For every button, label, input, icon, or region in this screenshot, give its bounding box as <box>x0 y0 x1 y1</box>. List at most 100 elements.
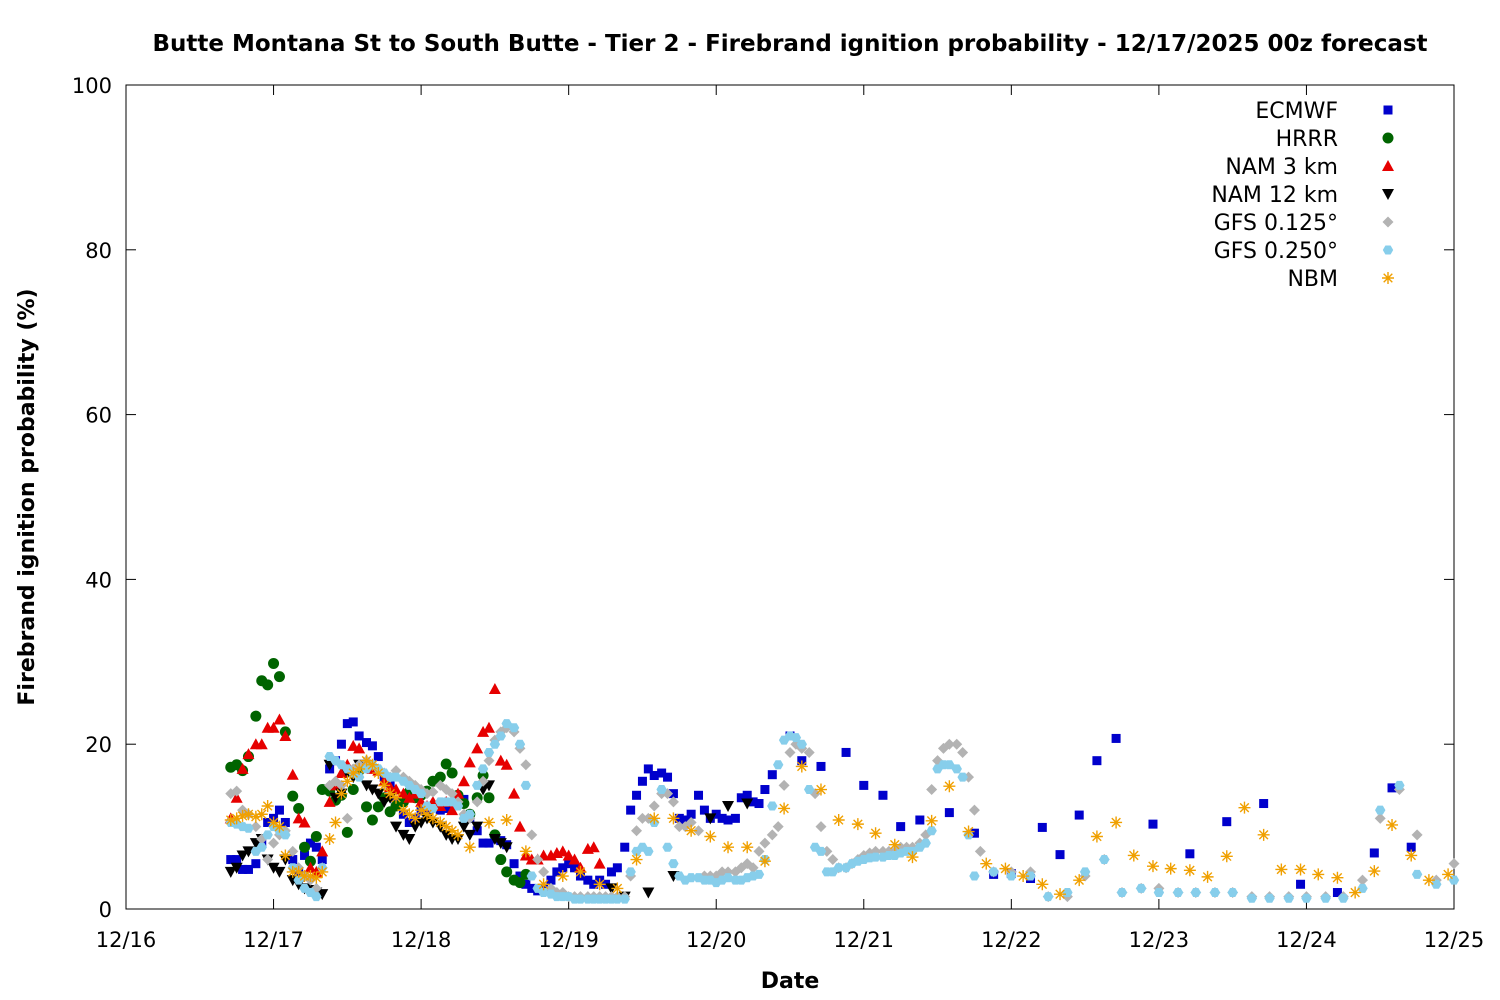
point-ecmwf <box>348 717 358 727</box>
point-nam-12-km <box>494 838 507 850</box>
point-nbm <box>685 824 698 837</box>
point-nbm <box>329 816 342 829</box>
point-nam-12-km <box>722 801 735 812</box>
point-nam-12-km <box>488 833 501 845</box>
point-nam-3-km <box>568 853 581 865</box>
point-ecmwf <box>878 790 888 800</box>
point-nam-12-km <box>242 846 255 858</box>
point-nbm <box>316 865 329 878</box>
point-gfs-0-250 <box>243 823 254 833</box>
legend-label-nam-12-km: NAM 12 km <box>1211 183 1338 208</box>
point-gfs-0-250 <box>619 894 630 904</box>
point-gfs-0-250 <box>1153 888 1165 898</box>
point-ecmwf <box>1387 783 1397 793</box>
point-nbm <box>310 871 323 884</box>
point-nam-3-km <box>316 845 329 857</box>
point-gfs-0-250 <box>1338 893 1349 903</box>
point-gfs-0-250 <box>501 719 512 729</box>
point-ecmwf <box>478 838 488 848</box>
point-gfs-0-125 <box>538 866 550 878</box>
point-ecmwf <box>969 828 979 838</box>
point-ecmwf <box>816 761 826 771</box>
point-gfs-0-250 <box>1264 893 1275 903</box>
point-gfs-0-125 <box>250 821 262 833</box>
x-tick-label: 12/19 <box>538 928 599 952</box>
point-gfs-0-250 <box>1431 879 1442 889</box>
point-nam-3-km <box>397 787 410 799</box>
point-nam-12-km <box>378 796 391 808</box>
point-nbm <box>409 812 422 825</box>
point-nbm <box>1405 849 1418 862</box>
point-gfs-0-250 <box>656 785 667 795</box>
point-nam-12-km <box>372 788 385 800</box>
point-gfs-0-125 <box>926 784 938 796</box>
point-nbm <box>366 758 379 771</box>
point-gfs-0-125 <box>341 812 353 824</box>
point-gfs-0-250 <box>612 894 623 904</box>
point-ecmwf <box>1074 810 1084 820</box>
legend: ECMWF HRRR NAM 3 km NAM 12 km GFS 0.125° GFS … <box>1211 99 1394 292</box>
point-ecmwf <box>663 772 673 782</box>
point-hrrr <box>299 841 311 853</box>
point-hrrr <box>366 814 378 826</box>
point-ecmwf <box>657 768 667 778</box>
point-ecmwf <box>649 771 659 781</box>
x-tick-label: 12/25 <box>1424 928 1485 952</box>
point-nbm <box>434 816 447 829</box>
point-nbm <box>1386 818 1399 831</box>
point-nbm <box>630 853 643 866</box>
point-hrrr <box>347 784 359 796</box>
legend-label-gfs-0-125: GFS 0.125° <box>1214 211 1338 236</box>
legend-marker-gfs-0-250 <box>1382 245 1394 255</box>
point-ecmwf <box>1111 733 1121 743</box>
point-hrrr <box>483 792 495 804</box>
legend-marker-nam-3-km <box>1382 160 1394 171</box>
point-nam-12-km <box>500 842 513 854</box>
point-nam-12-km <box>236 850 249 862</box>
point-gfs-0-125 <box>685 816 697 828</box>
point-ecmwf <box>441 803 451 813</box>
series-nbm <box>224 754 1455 901</box>
legend-label-nbm: NBM <box>1287 267 1338 292</box>
point-nbm <box>778 802 791 815</box>
point-nbm <box>267 816 280 829</box>
point-nam-3-km <box>323 795 336 807</box>
point-nam-3-km <box>292 812 305 824</box>
point-ecmwf <box>626 805 636 815</box>
point-hrrr <box>287 790 299 802</box>
point-nam-3-km <box>508 787 521 799</box>
point-hrrr <box>495 854 507 866</box>
point-gfs-0-250 <box>514 739 526 749</box>
legend-label-hrrr: HRRR <box>1276 127 1338 152</box>
point-ecmwf <box>717 813 727 823</box>
point-gfs-0-250 <box>796 739 807 749</box>
point-ecmwf <box>317 855 327 865</box>
point-gfs-0-125 <box>951 738 963 750</box>
point-nbm <box>741 841 754 854</box>
point-nbm <box>814 783 827 796</box>
point-nbm <box>999 862 1012 875</box>
point-ecmwf <box>841 747 851 757</box>
point-nbm <box>667 812 680 825</box>
point-ecmwf <box>699 805 709 815</box>
point-ecmwf <box>742 790 752 800</box>
point-hrrr <box>440 758 452 770</box>
point-hrrr <box>434 771 446 783</box>
point-nam-3-km <box>273 713 286 725</box>
point-hrrr <box>361 801 373 813</box>
series-ecmwf <box>226 717 1416 898</box>
point-ecmwf <box>552 867 562 877</box>
point-ecmwf <box>944 808 954 818</box>
point-hrrr <box>304 855 316 867</box>
point-nbm <box>1036 878 1049 891</box>
point-hrrr <box>514 877 526 889</box>
point-nbm <box>446 824 459 837</box>
point-nam-12-km <box>230 862 243 874</box>
point-gfs-0-125 <box>526 829 538 841</box>
point-nam-3-km <box>298 816 311 828</box>
point-gfs-0-250 <box>256 842 267 852</box>
point-nam-3-km <box>471 742 484 754</box>
point-nbm <box>242 808 255 821</box>
point-nbm <box>353 762 366 775</box>
point-nam-3-km <box>562 849 575 861</box>
